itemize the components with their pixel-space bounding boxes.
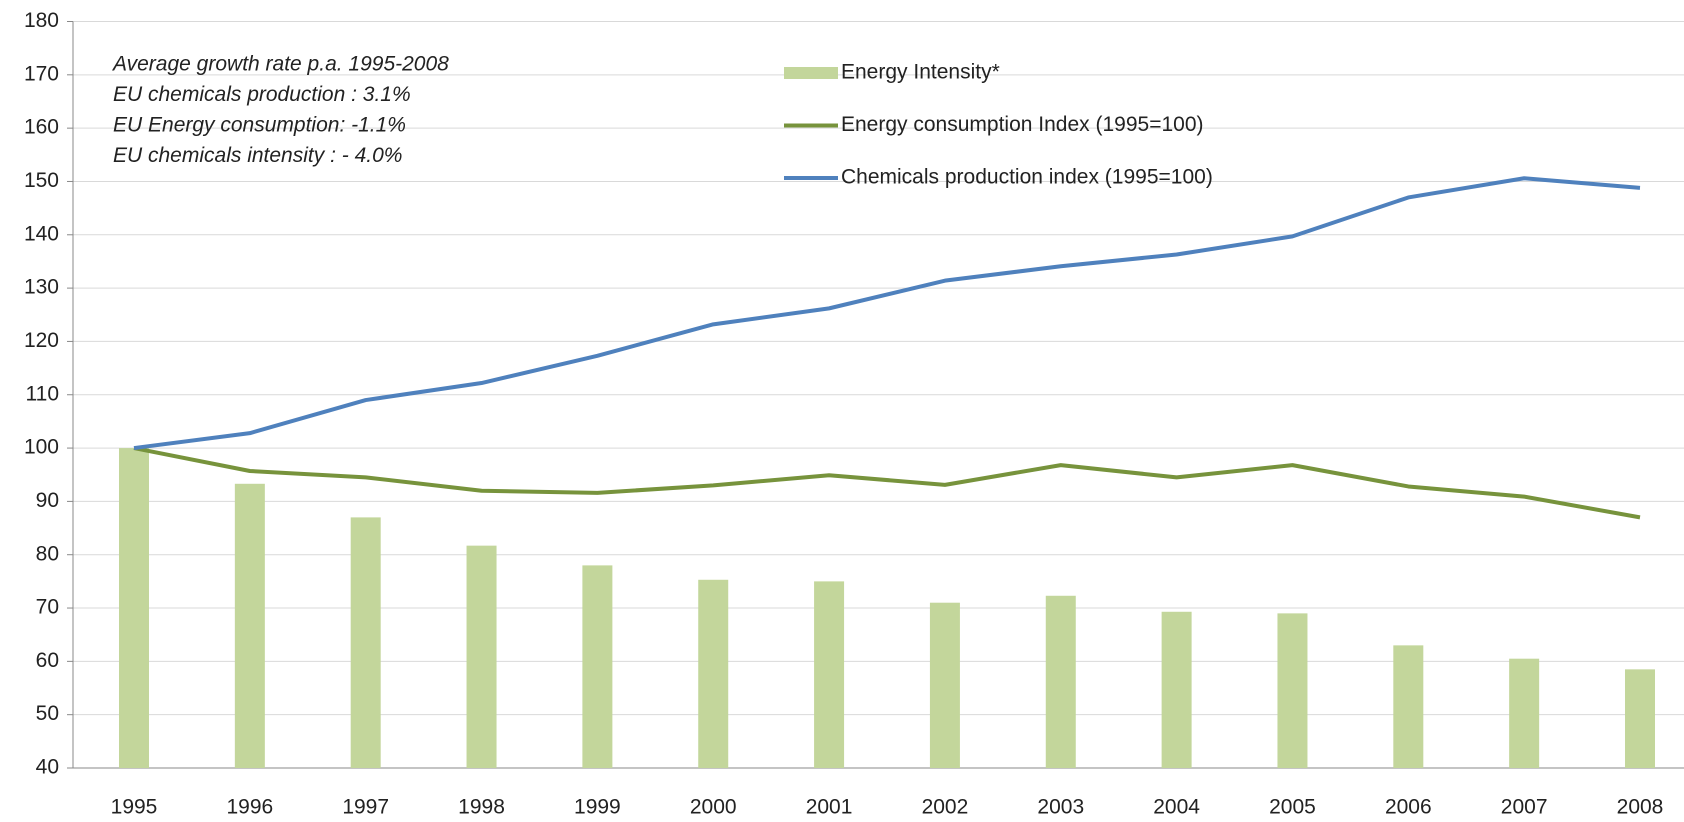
line xyxy=(133,446,1641,520)
bar xyxy=(1509,658,1540,768)
y-tick-label: 60 xyxy=(36,649,59,672)
x-tick-label: 1995 xyxy=(111,796,158,819)
bar xyxy=(1393,645,1424,768)
y-tick-label: 130 xyxy=(24,276,59,299)
y-tick-label: 50 xyxy=(36,702,59,725)
bar xyxy=(1045,595,1076,768)
x-tick-label: 1998 xyxy=(458,796,505,819)
y-tick-label: 170 xyxy=(24,62,59,85)
annotation: Average growth rate p.a. 1995-2008 xyxy=(111,53,449,76)
x-tick-label: 2004 xyxy=(1153,796,1200,819)
x-tick-label: 2006 xyxy=(1385,796,1432,819)
y-tick-label: 70 xyxy=(36,596,59,619)
x-tick-label: 2002 xyxy=(922,796,969,819)
y-tick-label: 120 xyxy=(24,329,59,352)
y-tick-label: 160 xyxy=(24,116,59,139)
y-tick-label: 100 xyxy=(24,436,59,459)
legend-label: Energy consumption Index (1995=100) xyxy=(841,113,1204,136)
x-tick-label: 2005 xyxy=(1269,796,1316,819)
annotation: EU Energy consumption: -1.1% xyxy=(113,114,406,137)
y-tick-label: 180 xyxy=(24,9,59,32)
bar xyxy=(698,579,729,768)
x-tick-label: 2008 xyxy=(1617,796,1664,819)
line xyxy=(133,176,1641,451)
annotation: EU chemicals intensity : - 4.0% xyxy=(113,144,402,167)
x-tick-label: 2000 xyxy=(690,796,737,819)
bar xyxy=(582,565,613,768)
y-tick-label: 90 xyxy=(36,489,59,512)
x-tick-label: 2001 xyxy=(806,796,853,819)
y-tick-label: 40 xyxy=(36,756,59,779)
x-tick-label: 1996 xyxy=(226,796,273,819)
y-tick-label: 140 xyxy=(24,222,59,245)
annotation: EU chemicals production : 3.1% xyxy=(113,83,411,106)
bar xyxy=(1625,669,1655,768)
x-tick-label: 2003 xyxy=(1037,796,1084,819)
bar xyxy=(1161,611,1192,768)
legend-label: Energy Intensity* xyxy=(841,61,1000,84)
x-tick-label: 2007 xyxy=(1501,796,1548,819)
bar xyxy=(234,483,265,768)
legend-label: Chemicals production index (1995=100) xyxy=(841,166,1213,189)
x-tick-label: 1999 xyxy=(574,796,621,819)
y-tick-label: 80 xyxy=(36,542,59,565)
legend-swatch xyxy=(784,67,838,79)
bar xyxy=(350,517,381,768)
x-tick-label: 1997 xyxy=(342,796,389,819)
bar xyxy=(466,545,497,768)
bar xyxy=(929,602,960,768)
y-tick-label: 150 xyxy=(24,169,59,192)
bar xyxy=(814,581,845,768)
bar xyxy=(1277,613,1308,768)
bar xyxy=(119,448,149,768)
y-tick-label: 110 xyxy=(26,382,59,405)
